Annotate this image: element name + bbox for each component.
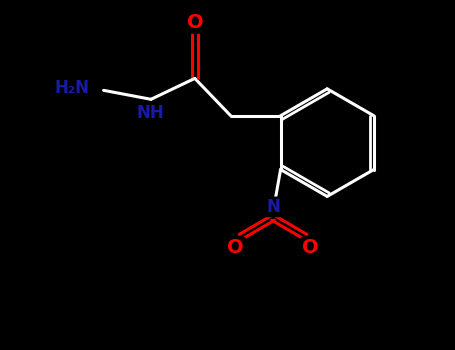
Text: NH: NH bbox=[136, 104, 164, 122]
Text: O: O bbox=[302, 238, 319, 257]
Text: N: N bbox=[266, 198, 280, 216]
Text: H₂N: H₂N bbox=[55, 79, 90, 97]
Text: O: O bbox=[187, 13, 203, 32]
Text: O: O bbox=[228, 238, 244, 257]
